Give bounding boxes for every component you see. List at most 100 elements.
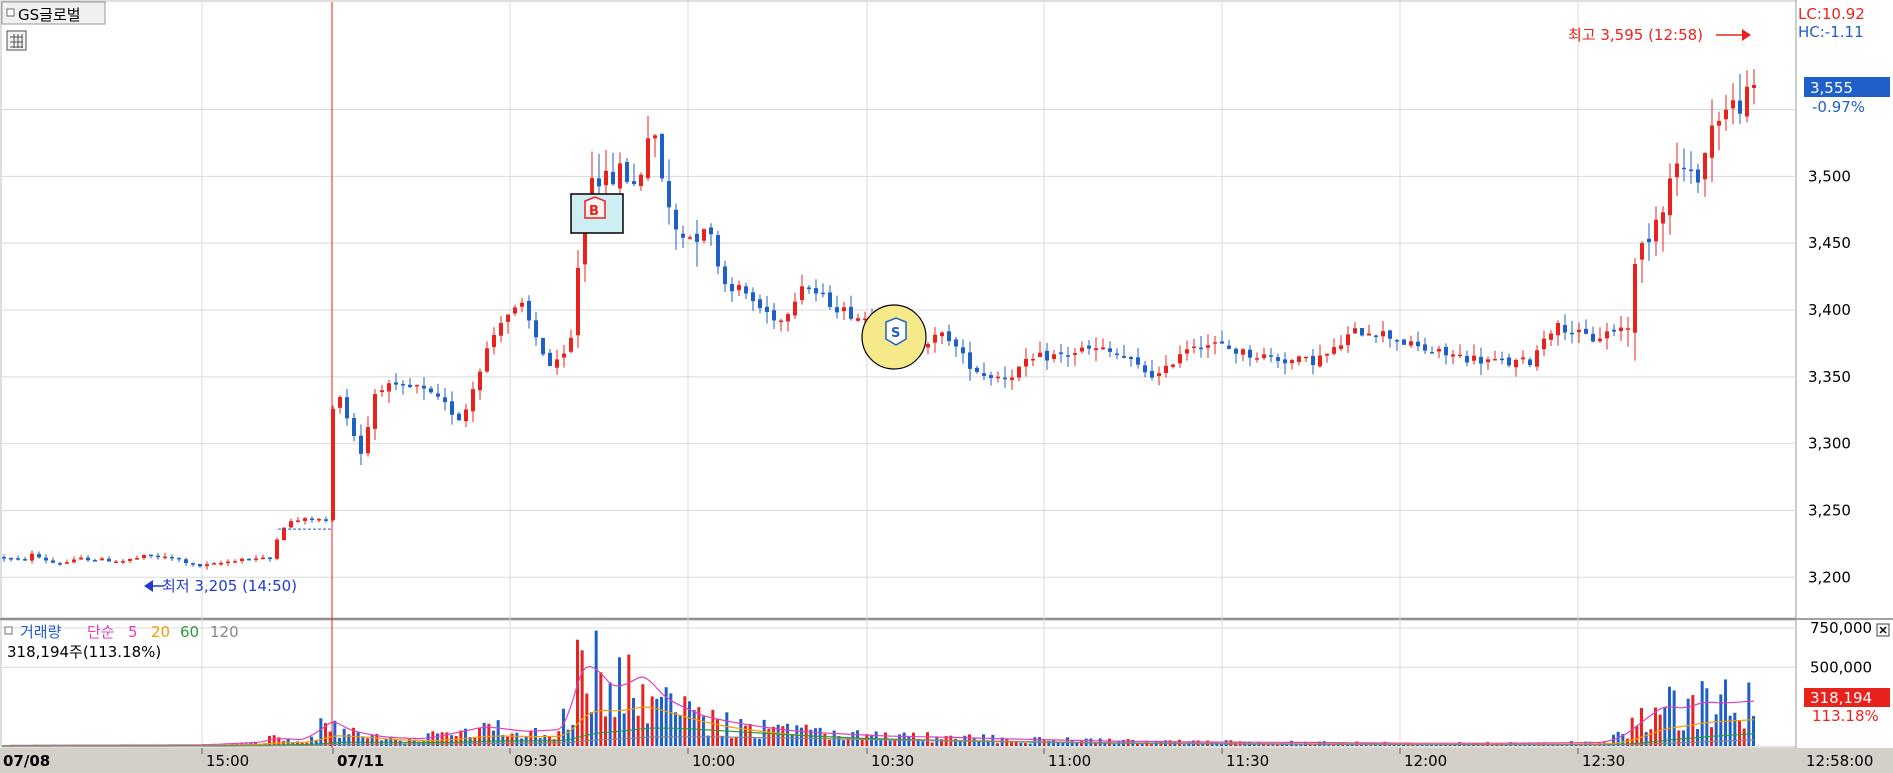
volume-bar	[1392, 744, 1396, 746]
close-panel-icon[interactable]	[1876, 623, 1890, 637]
volume-bar	[1630, 717, 1634, 746]
candle-body	[989, 375, 993, 379]
volume-bar	[660, 696, 663, 746]
candle-body	[1248, 349, 1252, 358]
buy-signal-marker[interactable]: B	[570, 193, 624, 234]
candle-body	[1752, 85, 1756, 88]
volume-bar	[1644, 732, 1648, 746]
candle-body	[93, 560, 97, 562]
volume-bar	[1635, 726, 1639, 746]
candle-body	[1521, 357, 1525, 360]
candle-body	[121, 561, 125, 563]
candle-body	[387, 383, 391, 392]
candle-body	[1094, 348, 1098, 351]
candle-body	[219, 562, 223, 565]
candle-body	[1514, 359, 1518, 368]
candle-body	[723, 266, 727, 285]
volume-bar	[1220, 743, 1223, 746]
volume-bar	[1327, 744, 1331, 746]
sell-signal-marker[interactable]: S	[861, 304, 927, 370]
volume-bar	[1686, 698, 1690, 746]
candle-body	[1080, 347, 1084, 352]
candle-body	[9, 558, 13, 560]
volume-bar	[380, 740, 383, 746]
candle-body	[1290, 360, 1294, 364]
volume-bar	[1700, 681, 1704, 746]
candle-body	[933, 334, 937, 343]
stock-name-tab[interactable]: GS글로벌	[1, 1, 106, 25]
volume-bar	[893, 739, 897, 746]
candle-body	[1717, 120, 1721, 126]
volume-bar	[277, 737, 281, 746]
volume-bar	[347, 734, 351, 746]
candle-body	[1374, 335, 1378, 337]
volume-bar	[338, 737, 341, 746]
candle-body	[1087, 345, 1091, 349]
candle-body	[1507, 357, 1511, 366]
volume-bar	[515, 732, 519, 746]
volume-bar	[622, 713, 626, 746]
volume-bar	[991, 734, 995, 746]
legend-ma120: 120	[210, 623, 239, 641]
candle-body	[1304, 356, 1308, 359]
volume-bar	[1724, 679, 1727, 746]
volume-bar	[697, 707, 701, 746]
candle-body	[800, 286, 804, 301]
candle-body	[541, 338, 545, 355]
candle-body	[401, 383, 405, 386]
candle-body	[1171, 364, 1175, 367]
candle-body	[730, 284, 734, 292]
candle-body	[702, 229, 706, 241]
chart-grid-icon[interactable]	[6, 30, 27, 51]
candle-body	[1640, 243, 1644, 260]
volume-bar	[445, 732, 449, 746]
candle-body	[394, 382, 398, 385]
volume-bar	[753, 738, 757, 746]
candle-body	[16, 558, 20, 560]
candle-body	[415, 384, 419, 387]
volume-bar	[823, 733, 827, 746]
volume-bar	[996, 743, 999, 746]
volume-bar	[1005, 738, 1009, 746]
candle-body	[1367, 333, 1371, 336]
volume-panel-toggle-icon[interactable]	[4, 626, 13, 635]
volume-bar	[916, 738, 920, 746]
candle-body	[660, 133, 664, 179]
candle-body	[975, 367, 979, 372]
candle-body	[1045, 350, 1049, 361]
volume-bar	[809, 729, 813, 746]
candle-body	[1346, 334, 1350, 346]
candle-body	[562, 353, 566, 358]
volume-bar	[958, 741, 962, 746]
candle-body	[842, 307, 846, 312]
candle-body	[849, 306, 853, 319]
volume-bar	[706, 735, 710, 746]
candle-body	[1570, 332, 1574, 335]
volume-bar	[333, 720, 337, 746]
candle-body	[646, 138, 650, 179]
x-tick-label: 11:30	[1226, 752, 1269, 770]
volume-bar	[650, 696, 654, 746]
candle-body	[1500, 358, 1504, 361]
volume-bar	[576, 639, 579, 746]
candle-body	[114, 561, 118, 564]
volume-bar	[646, 723, 649, 746]
volume-bar	[1056, 742, 1060, 746]
volume-bar	[375, 733, 379, 746]
volume-bar	[1682, 730, 1685, 746]
volume-bar	[692, 709, 696, 746]
volume-bar	[436, 733, 439, 746]
candle-body	[30, 553, 34, 561]
candle-body	[443, 397, 447, 403]
candle-body	[1395, 340, 1399, 342]
candle-body	[835, 307, 839, 313]
volume-bar	[888, 740, 892, 746]
candle-body	[1605, 331, 1609, 339]
candle-body	[688, 237, 692, 239]
candle-body	[345, 397, 349, 419]
volume-bar	[1014, 741, 1018, 746]
candle-body	[604, 170, 608, 186]
volume-ma120-line	[2, 736, 1755, 747]
